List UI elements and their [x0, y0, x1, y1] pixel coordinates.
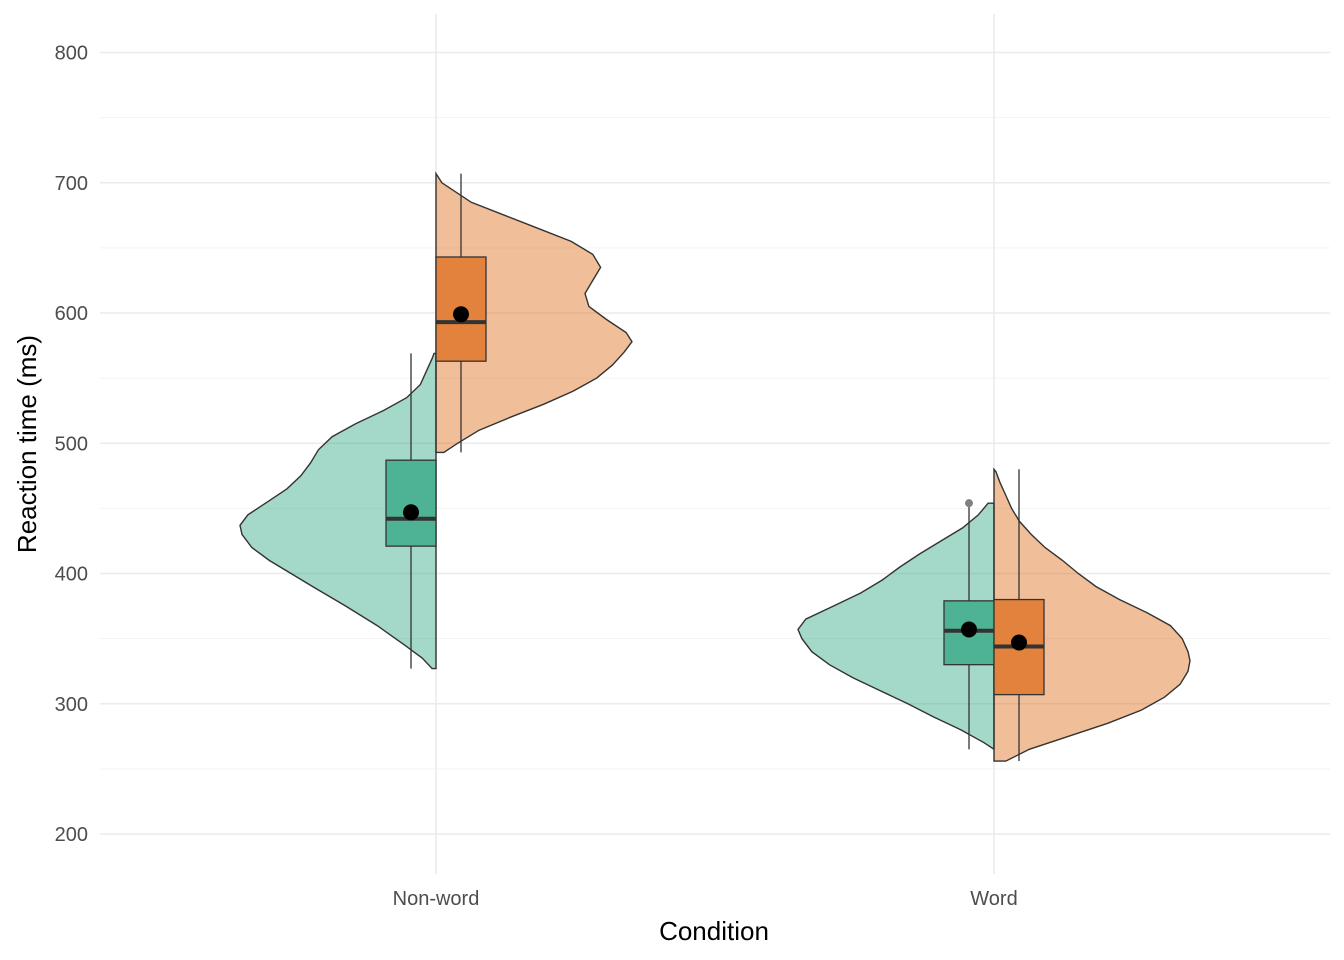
- y-tick-label: 200: [55, 824, 88, 846]
- violins: [239, 171, 1191, 762]
- y-tick-label: 500: [55, 433, 88, 455]
- box: [385, 459, 437, 547]
- y-tick-label: 300: [55, 694, 88, 716]
- y-tick-label: 700: [55, 173, 88, 195]
- x-axis-title: Condition: [659, 916, 769, 946]
- y-tick-label: 800: [55, 43, 88, 65]
- mean-point: [961, 621, 977, 638]
- mean-point: [453, 306, 469, 323]
- mean-point: [403, 504, 419, 521]
- mean-point: [1011, 634, 1027, 651]
- x-tick-labels: Non-word Word: [393, 888, 1018, 910]
- x-tick-label: Word: [970, 888, 1017, 910]
- points: [403, 306, 1027, 651]
- violin-green-1: [797, 502, 995, 750]
- y-tick-labels: 200 300 400 500 600 700 800: [55, 43, 88, 847]
- y-tick-label: 400: [55, 564, 88, 586]
- grid: [100, 14, 1330, 874]
- violin-green-0: [239, 352, 437, 670]
- boxplots: [385, 173, 1045, 762]
- violin-orange-0: [435, 171, 633, 454]
- outlier-point: [965, 499, 973, 508]
- y-axis-title: Reaction time (ms): [12, 335, 42, 553]
- x-tick-label: Non-word: [393, 888, 480, 910]
- y-tick-label: 600: [55, 303, 88, 325]
